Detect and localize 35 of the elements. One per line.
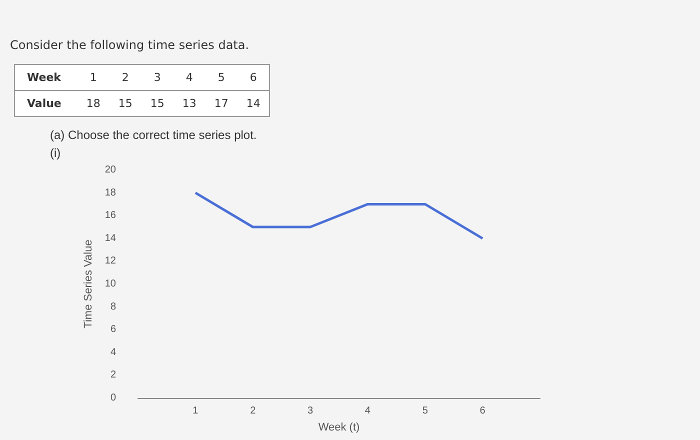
chart-subtitle: (a) Choose the correct time series plot. [50, 128, 257, 142]
y-tick-label: 14 [104, 232, 116, 244]
text: Value [26, 96, 62, 112]
y-tick-label: 10 [104, 278, 116, 290]
y-tick-label: 16 [104, 210, 116, 222]
text: 14 [245, 96, 262, 112]
x-tick-label: 5 [422, 406, 428, 416]
text: 15 [149, 96, 166, 112]
text: 4 [173, 64, 206, 90]
y-tick-label: 2 [110, 370, 116, 381]
text: (i) [50, 146, 61, 160]
text: 3 [141, 64, 174, 90]
x-axis-title: Week (t) [318, 422, 360, 434]
x-tick-label: 2 [250, 406, 256, 416]
y-tick-label: 12 [104, 256, 116, 267]
x-tick-label: 6 [480, 406, 486, 416]
y-tick-label: 18 [104, 187, 116, 198]
y-tick-label: 0 [110, 392, 116, 404]
y-axis-title: Time Series Value [82, 240, 94, 328]
text: Week [14, 64, 78, 90]
text: 6 [237, 64, 270, 90]
chart-title: Consider the following time series data. [10, 38, 250, 52]
x-tick-label: 3 [308, 406, 314, 416]
text: 15 [117, 96, 134, 112]
x-tick-label: 4 [364, 406, 371, 416]
text: 18 [85, 96, 102, 112]
y-tick-label: 20 [104, 164, 116, 176]
y-tick-label: 4 [110, 346, 116, 358]
text: 5 [205, 64, 238, 90]
y-tick-label: 8 [110, 301, 116, 312]
text: 17 [213, 96, 230, 112]
text: 1 [77, 64, 110, 90]
text: 13 [181, 96, 198, 112]
y-tick-label: 6 [110, 324, 116, 336]
x-tick-label: 1 [192, 406, 199, 416]
